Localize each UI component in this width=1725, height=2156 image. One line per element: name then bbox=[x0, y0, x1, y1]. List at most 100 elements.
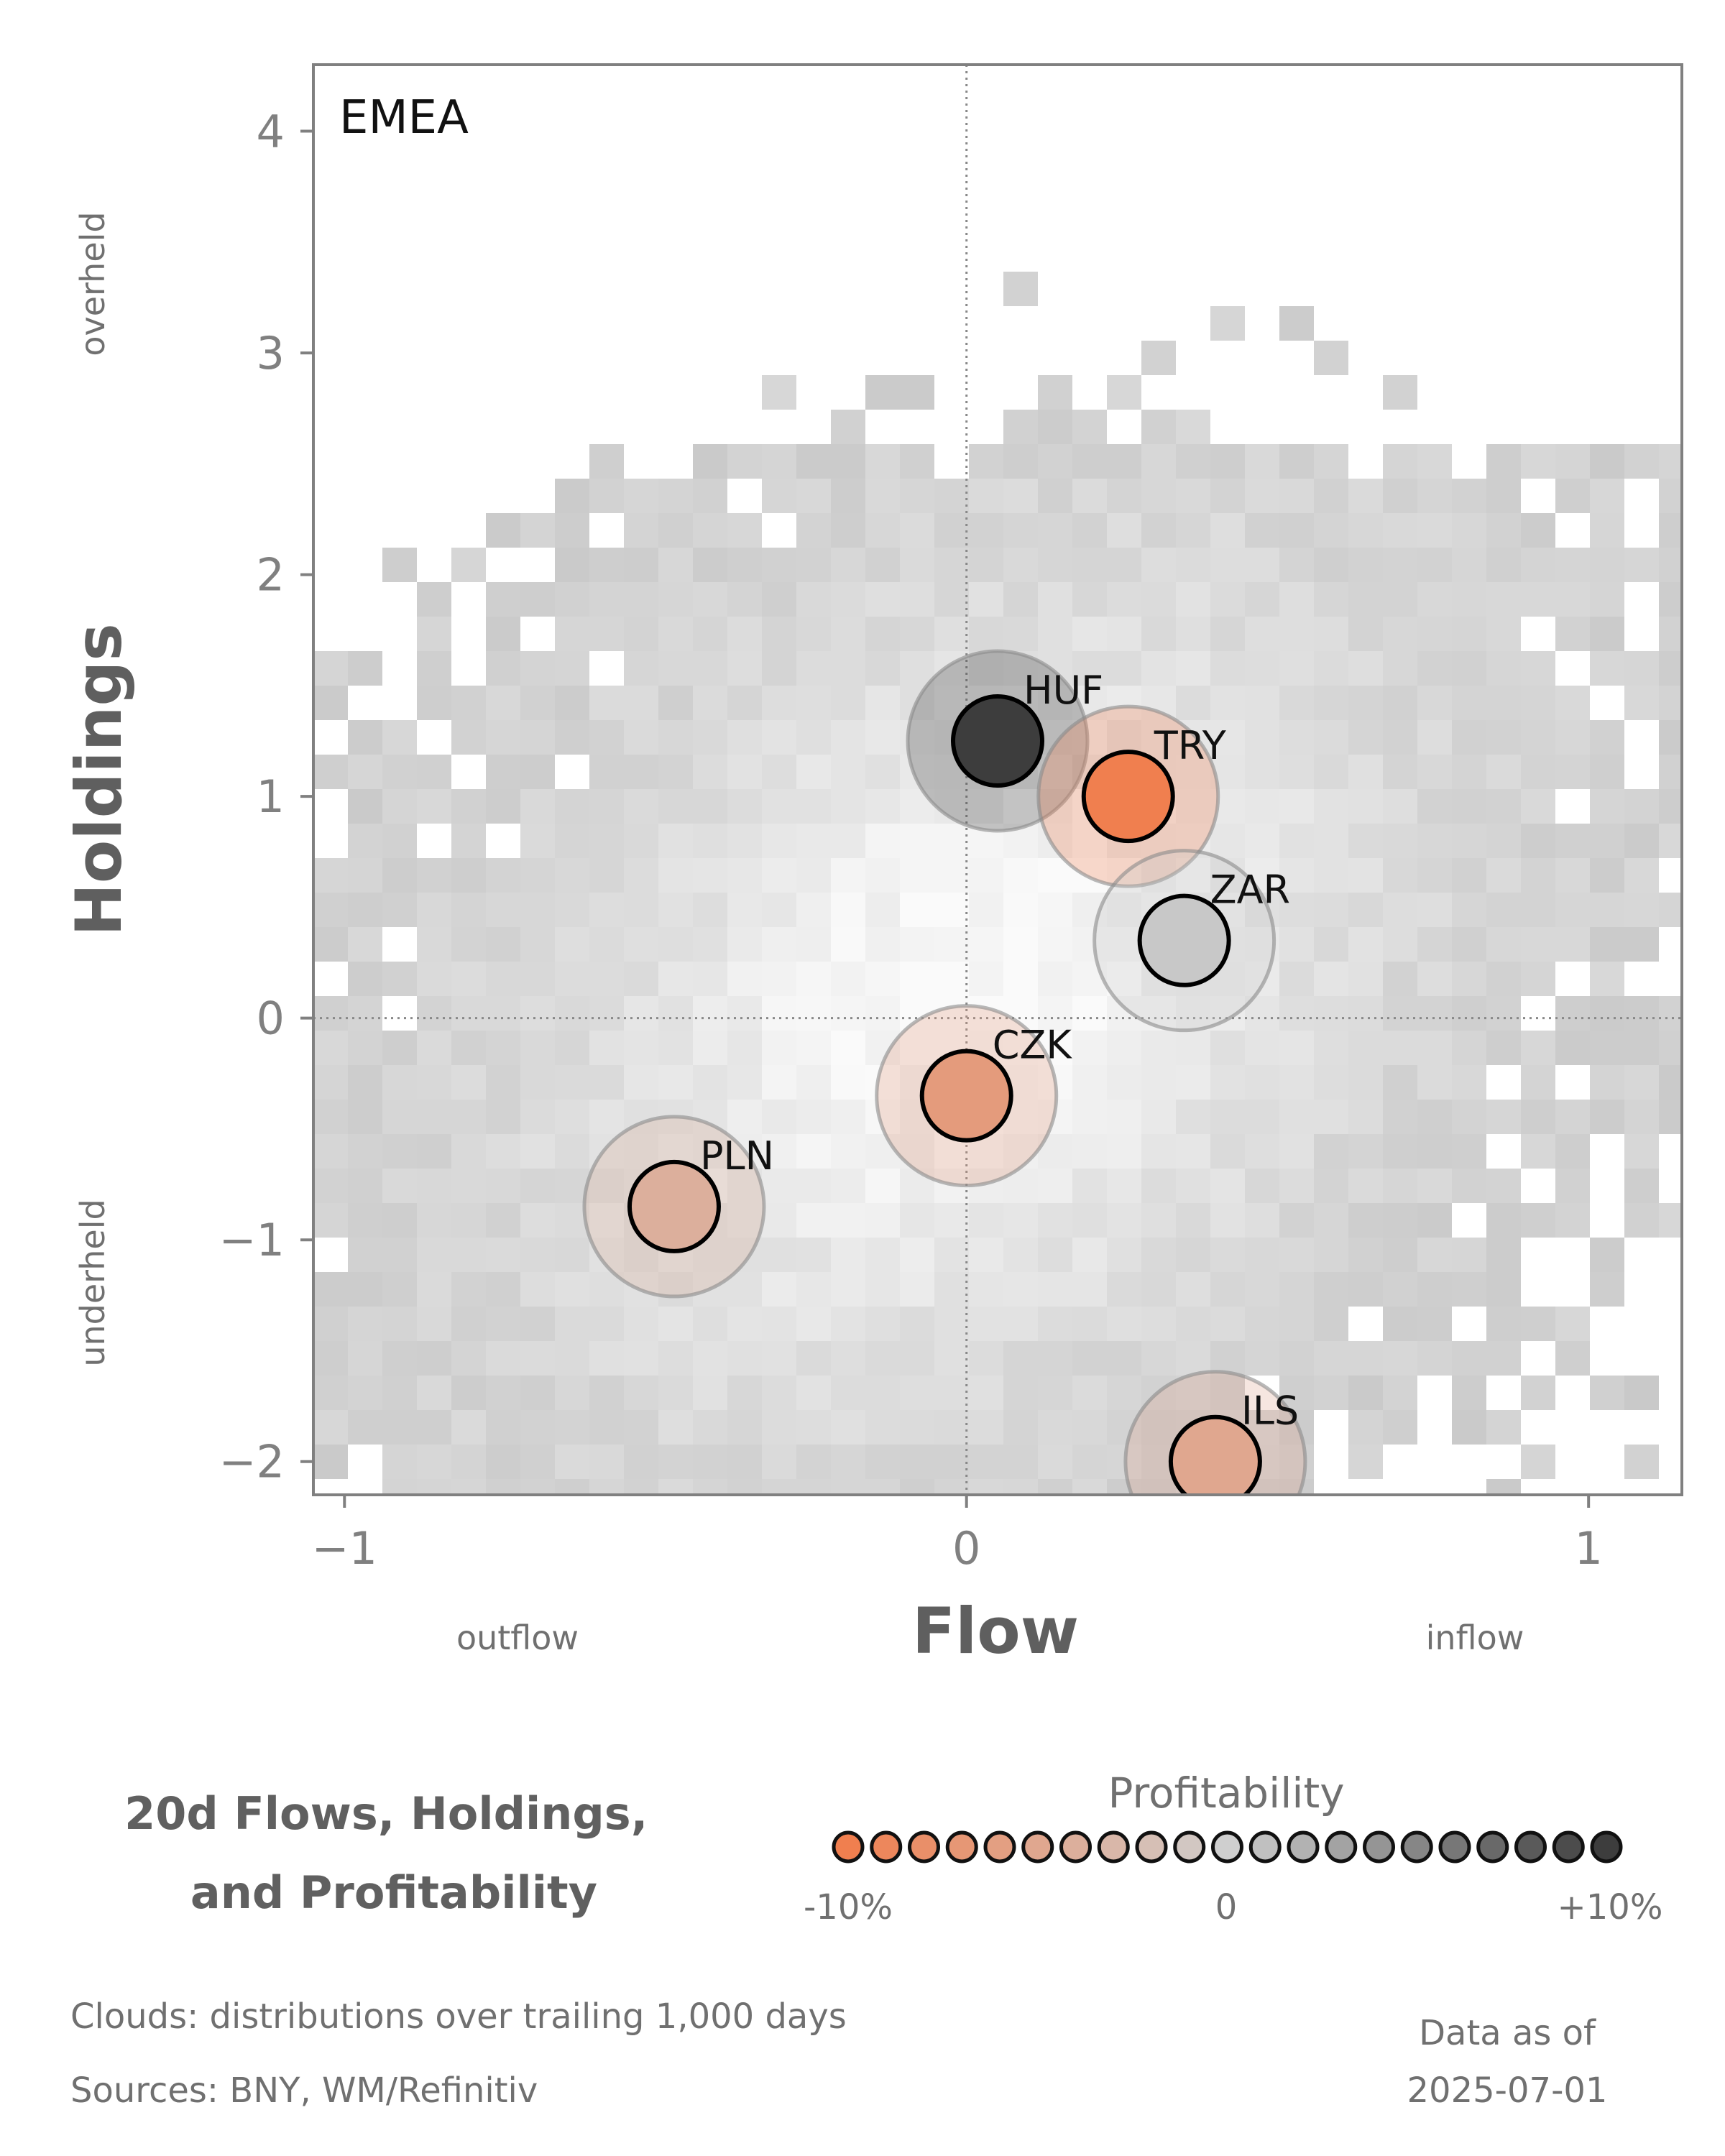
cloud-cell bbox=[486, 1238, 520, 1272]
cloud-cell bbox=[658, 789, 693, 824]
cloud-cell bbox=[1590, 720, 1624, 755]
cloud-cell bbox=[1210, 1134, 1245, 1169]
cloud-cell bbox=[900, 858, 934, 893]
cloud-cell bbox=[796, 1341, 831, 1376]
cloud-cell bbox=[900, 720, 934, 755]
cloud-cell bbox=[1590, 1376, 1624, 1410]
cloud-cell bbox=[1590, 1238, 1624, 1272]
cloud-cell bbox=[520, 962, 555, 996]
cloud-cell bbox=[900, 651, 934, 686]
cloud-cell bbox=[1417, 686, 1452, 720]
point-marker bbox=[1137, 893, 1231, 987]
cloud-cell bbox=[486, 1134, 520, 1169]
cloud-cell bbox=[1486, 720, 1521, 755]
cloud-cell bbox=[555, 1307, 589, 1341]
cloud-cell bbox=[1003, 893, 1038, 927]
legend-swatch bbox=[945, 1830, 978, 1864]
cloud-cell bbox=[555, 1100, 589, 1134]
cloud-cell bbox=[796, 996, 831, 1031]
cloud-cell bbox=[1521, 1307, 1555, 1341]
cloud-cell bbox=[796, 686, 831, 720]
cloud-cell bbox=[831, 686, 865, 720]
y-low-label: underheld bbox=[73, 1199, 112, 1366]
cloud-cell bbox=[831, 858, 865, 893]
cloud-cell bbox=[762, 582, 796, 617]
cloud-cell bbox=[1452, 1272, 1486, 1307]
cloud-cell bbox=[831, 893, 865, 927]
cloud-cell bbox=[451, 858, 486, 893]
cloud-cell bbox=[348, 858, 382, 893]
point-marker bbox=[951, 694, 1044, 788]
cloud-cell bbox=[589, 996, 624, 1031]
cloud-cell bbox=[1383, 1376, 1417, 1410]
cloud-cell bbox=[658, 617, 693, 651]
cloud-cell bbox=[1003, 272, 1038, 306]
cloud-cell bbox=[1521, 824, 1555, 858]
cloud-cell bbox=[348, 1065, 382, 1100]
cloud-cell bbox=[1348, 720, 1383, 755]
cloud-cell bbox=[555, 1134, 589, 1169]
cloud-cell bbox=[1314, 824, 1348, 858]
cloud-cell bbox=[520, 686, 555, 720]
cloud-cell bbox=[762, 1065, 796, 1100]
cloud-cell bbox=[1624, 1203, 1659, 1238]
cloud-cell bbox=[1072, 1134, 1107, 1169]
cloud-cell bbox=[417, 1238, 451, 1272]
cloud-cell bbox=[451, 789, 486, 824]
cloud-cell bbox=[1314, 1238, 1348, 1272]
cloud-cell bbox=[969, 927, 1003, 962]
cloud-cell bbox=[1245, 824, 1279, 858]
cloud-cell bbox=[900, 1410, 934, 1445]
cloud-cell bbox=[486, 893, 520, 927]
cloud-cell bbox=[865, 1238, 900, 1272]
cloud-cell bbox=[555, 1238, 589, 1272]
cloud-cell bbox=[1279, 1445, 1314, 1479]
cloud-cell bbox=[1107, 686, 1141, 720]
cloud-cell bbox=[1624, 1031, 1659, 1065]
cloud-cell bbox=[762, 686, 796, 720]
cloud-cell bbox=[762, 1410, 796, 1445]
cloud-cell bbox=[1072, 1065, 1107, 1100]
cloud-cell bbox=[1486, 513, 1521, 548]
cloud-cell bbox=[589, 1341, 624, 1376]
cloud-cell bbox=[934, 824, 969, 858]
cloud-cell bbox=[1314, 1341, 1348, 1376]
cloud-cell bbox=[969, 858, 1003, 893]
cloud-cell bbox=[1659, 651, 1682, 686]
cloud-cell bbox=[1314, 1203, 1348, 1238]
cloud-cell bbox=[831, 651, 865, 686]
cloud-cell bbox=[796, 720, 831, 755]
cloud-cell bbox=[727, 996, 762, 1031]
cloud-cell bbox=[693, 1065, 727, 1100]
cloud-cell bbox=[417, 1203, 451, 1238]
cloud-cell bbox=[658, 1065, 693, 1100]
cloud-cell bbox=[1486, 548, 1521, 582]
cloud-cell bbox=[1210, 306, 1245, 341]
cloud-cell bbox=[417, 789, 451, 824]
cloud-cell bbox=[727, 893, 762, 927]
cloud-cell bbox=[1659, 686, 1682, 720]
cloud-cell bbox=[1176, 686, 1210, 720]
cloud-cell bbox=[1486, 582, 1521, 617]
cloud-cell bbox=[313, 1169, 348, 1203]
cloud-cell bbox=[520, 789, 555, 824]
cloud-cell bbox=[658, 686, 693, 720]
cloud-cell bbox=[1003, 1272, 1038, 1307]
cloud-cell bbox=[1659, 513, 1682, 548]
cloud-cell bbox=[1210, 1203, 1245, 1238]
cloud-cell bbox=[1555, 1203, 1590, 1238]
cloud-cell bbox=[1279, 1272, 1314, 1307]
cloud-cell bbox=[1003, 1238, 1038, 1272]
cloud-cell bbox=[624, 962, 658, 996]
cloud-cell bbox=[1279, 651, 1314, 686]
cloud-cell bbox=[1279, 996, 1314, 1031]
cloud-cell bbox=[658, 824, 693, 858]
cloud-cell bbox=[796, 444, 831, 479]
cloud-cell bbox=[762, 1376, 796, 1410]
cloud-cell bbox=[1590, 962, 1624, 996]
cloud-cell bbox=[727, 1376, 762, 1410]
cloud-cell bbox=[796, 651, 831, 686]
cloud-cell bbox=[555, 548, 589, 582]
cloud-cell bbox=[382, 1238, 417, 1272]
cloud-cell bbox=[1521, 962, 1555, 996]
